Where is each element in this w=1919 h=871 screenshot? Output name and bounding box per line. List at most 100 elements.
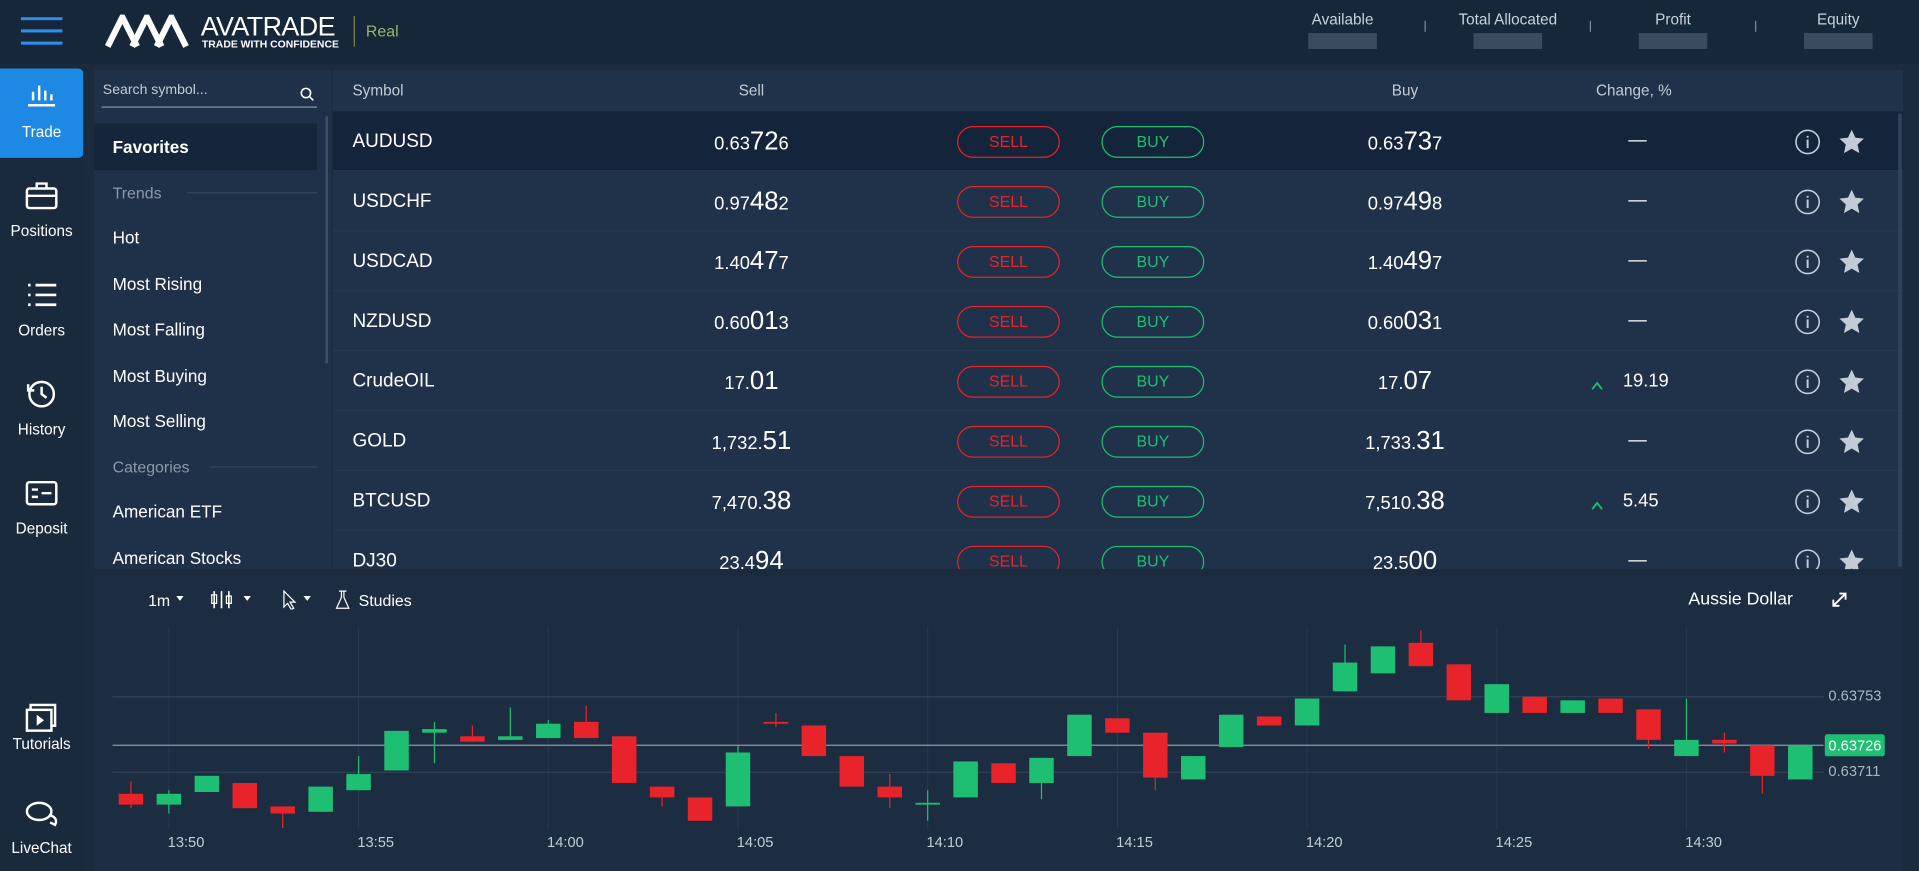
nav-item[interactable]: Deposit bbox=[15, 520, 68, 538]
table-row[interactable]: USDCHF 0.97482 SELL BUY 0.97498 — bbox=[332, 171, 1904, 232]
table-row[interactable]: DJ30 23,494 SELL BUY 23,500 — bbox=[333, 531, 1903, 570]
icon bbox=[26, 380, 56, 408]
candle-body bbox=[649, 786, 675, 798]
favorite-star[interactable] bbox=[1838, 308, 1865, 335]
nav-icon bbox=[24, 280, 58, 314]
candle-body bbox=[460, 736, 485, 742]
menu-icon[interactable] bbox=[20, 17, 64, 46]
stat-value-hidden bbox=[1803, 33, 1873, 49]
sell-button[interactable]: SELL bbox=[957, 545, 1060, 570]
buy-button[interactable]: BUY bbox=[1101, 365, 1205, 398]
info-button[interactable] bbox=[1794, 188, 1821, 215]
sell-button[interactable]: SELL bbox=[957, 425, 1060, 458]
buy-button[interactable]: BUY bbox=[1101, 186, 1205, 218]
heading-rule bbox=[187, 192, 317, 194]
candle-body bbox=[346, 774, 371, 791]
icon bbox=[1832, 592, 1847, 607]
stat-divider bbox=[1589, 20, 1592, 32]
nav-item[interactable]: History bbox=[17, 421, 66, 439]
buy-button[interactable]: BUY bbox=[1101, 126, 1205, 158]
favorite-star[interactable] bbox=[1838, 248, 1865, 275]
category-item[interactable]: American ETF bbox=[112, 501, 223, 522]
icon bbox=[1839, 309, 1864, 334]
info-button[interactable] bbox=[1794, 428, 1821, 455]
nav-item[interactable]: LiveChat bbox=[11, 839, 72, 857]
table-row[interactable]: NZDUSD 0.60013 SELL BUY 0.60031 — bbox=[332, 291, 1904, 352]
search-input[interactable]: Search symbol... bbox=[102, 83, 208, 98]
row-separator bbox=[332, 290, 1904, 292]
info-button[interactable] bbox=[1794, 548, 1821, 570]
studies-button[interactable]: Studies bbox=[358, 591, 412, 610]
category-item[interactable]: American Stocks bbox=[112, 547, 242, 568]
candle-body bbox=[1332, 662, 1358, 692]
favorite-star[interactable] bbox=[1838, 488, 1865, 515]
column-header: Sell bbox=[738, 81, 765, 100]
icon bbox=[25, 801, 58, 827]
info-button[interactable] bbox=[1794, 248, 1821, 275]
table-row[interactable]: AUDUSD 0.63726 SELL BUY 0.63737 — bbox=[332, 111, 1904, 172]
buy-price: 0.97498 bbox=[1367, 187, 1443, 216]
favorites[interactable]: Favorites bbox=[112, 137, 189, 157]
interval[interactable]: 1m bbox=[148, 591, 171, 610]
info-button[interactable] bbox=[1794, 129, 1821, 156]
favorite-star[interactable] bbox=[1838, 188, 1865, 215]
buy-button[interactable]: BUY bbox=[1101, 545, 1205, 570]
icon bbox=[1795, 309, 1821, 335]
sell-button[interactable]: SELL bbox=[957, 245, 1060, 278]
info-button[interactable] bbox=[1794, 488, 1821, 515]
stat-divider bbox=[1755, 20, 1757, 32]
brand: AVATRADE bbox=[200, 11, 336, 42]
buy-button[interactable]: BUY bbox=[1101, 425, 1205, 458]
trend-item[interactable]: Most Selling bbox=[112, 411, 206, 431]
nav-icon bbox=[24, 701, 58, 735]
stat-label: Total Allocated bbox=[1458, 11, 1558, 29]
trend-item[interactable]: Most Rising bbox=[112, 273, 203, 294]
favorite-star[interactable] bbox=[1838, 428, 1865, 455]
icon bbox=[1839, 369, 1864, 393]
candle-body bbox=[1067, 714, 1092, 757]
expand-button[interactable] bbox=[1831, 591, 1848, 608]
heading-rule bbox=[209, 466, 317, 468]
buy-button[interactable]: BUY bbox=[1101, 305, 1205, 338]
row-separator bbox=[332, 230, 1904, 232]
nav-item[interactable]: Orders bbox=[18, 321, 65, 340]
trend-item[interactable]: Most Falling bbox=[112, 319, 205, 340]
favorite-star[interactable] bbox=[1838, 368, 1865, 395]
nav-item[interactable]: Tutorials bbox=[12, 735, 71, 753]
icon bbox=[1591, 501, 1603, 510]
sell-button[interactable]: SELL bbox=[957, 305, 1060, 338]
nav: Trade Positions Orders History Deposit Tutori… bbox=[0, 63, 84, 871]
table-row[interactable]: GOLD 1,732.51 SELL BUY 1,733.31 — bbox=[332, 411, 1904, 472]
buy-button[interactable]: BUY bbox=[1101, 245, 1205, 278]
sell-button[interactable]: SELL bbox=[957, 186, 1060, 218]
buy-button[interactable]: BUY bbox=[1101, 485, 1205, 518]
info-button[interactable] bbox=[1794, 308, 1821, 335]
x-tick-label: 14:15 bbox=[1116, 835, 1153, 851]
buy-price: 0.63737 bbox=[1367, 127, 1443, 156]
stat-label: Available bbox=[1311, 11, 1374, 29]
column-header: Change, % bbox=[1595, 81, 1672, 100]
candle-body bbox=[118, 793, 144, 805]
sell-button[interactable]: SELL bbox=[957, 126, 1060, 158]
table-row[interactable]: USDCAD 1.40477 SELL BUY 1.40497 — bbox=[332, 231, 1904, 292]
info-button[interactable] bbox=[1794, 368, 1821, 395]
sell-button[interactable]: SELL bbox=[957, 485, 1060, 518]
icon bbox=[1839, 549, 1864, 570]
account-type: Real bbox=[365, 22, 399, 41]
trend-item[interactable]: Hot bbox=[112, 227, 140, 248]
nav-item[interactable]: Trade bbox=[21, 123, 62, 141]
table-row[interactable]: CrudeOIL 17.01 SELL BUY 17.07 19.19 bbox=[332, 351, 1904, 412]
candle-body bbox=[915, 802, 940, 805]
trend-item[interactable]: Most Buying bbox=[112, 365, 207, 385]
icon bbox=[25, 182, 58, 210]
nav-item[interactable]: Positions bbox=[10, 222, 73, 240]
table-row[interactable]: BTCUSD 7,470.38 SELL BUY 7,510.38 5.45 bbox=[332, 471, 1904, 532]
search-underline bbox=[101, 106, 317, 108]
favorite-star[interactable] bbox=[1838, 129, 1865, 156]
favorite-star[interactable] bbox=[1838, 548, 1865, 570]
sell-button[interactable]: SELL bbox=[957, 365, 1060, 398]
candle-body bbox=[991, 763, 1016, 784]
row-separator bbox=[332, 469, 1904, 472]
change: — bbox=[1628, 309, 1647, 331]
candle-body bbox=[1712, 739, 1737, 744]
